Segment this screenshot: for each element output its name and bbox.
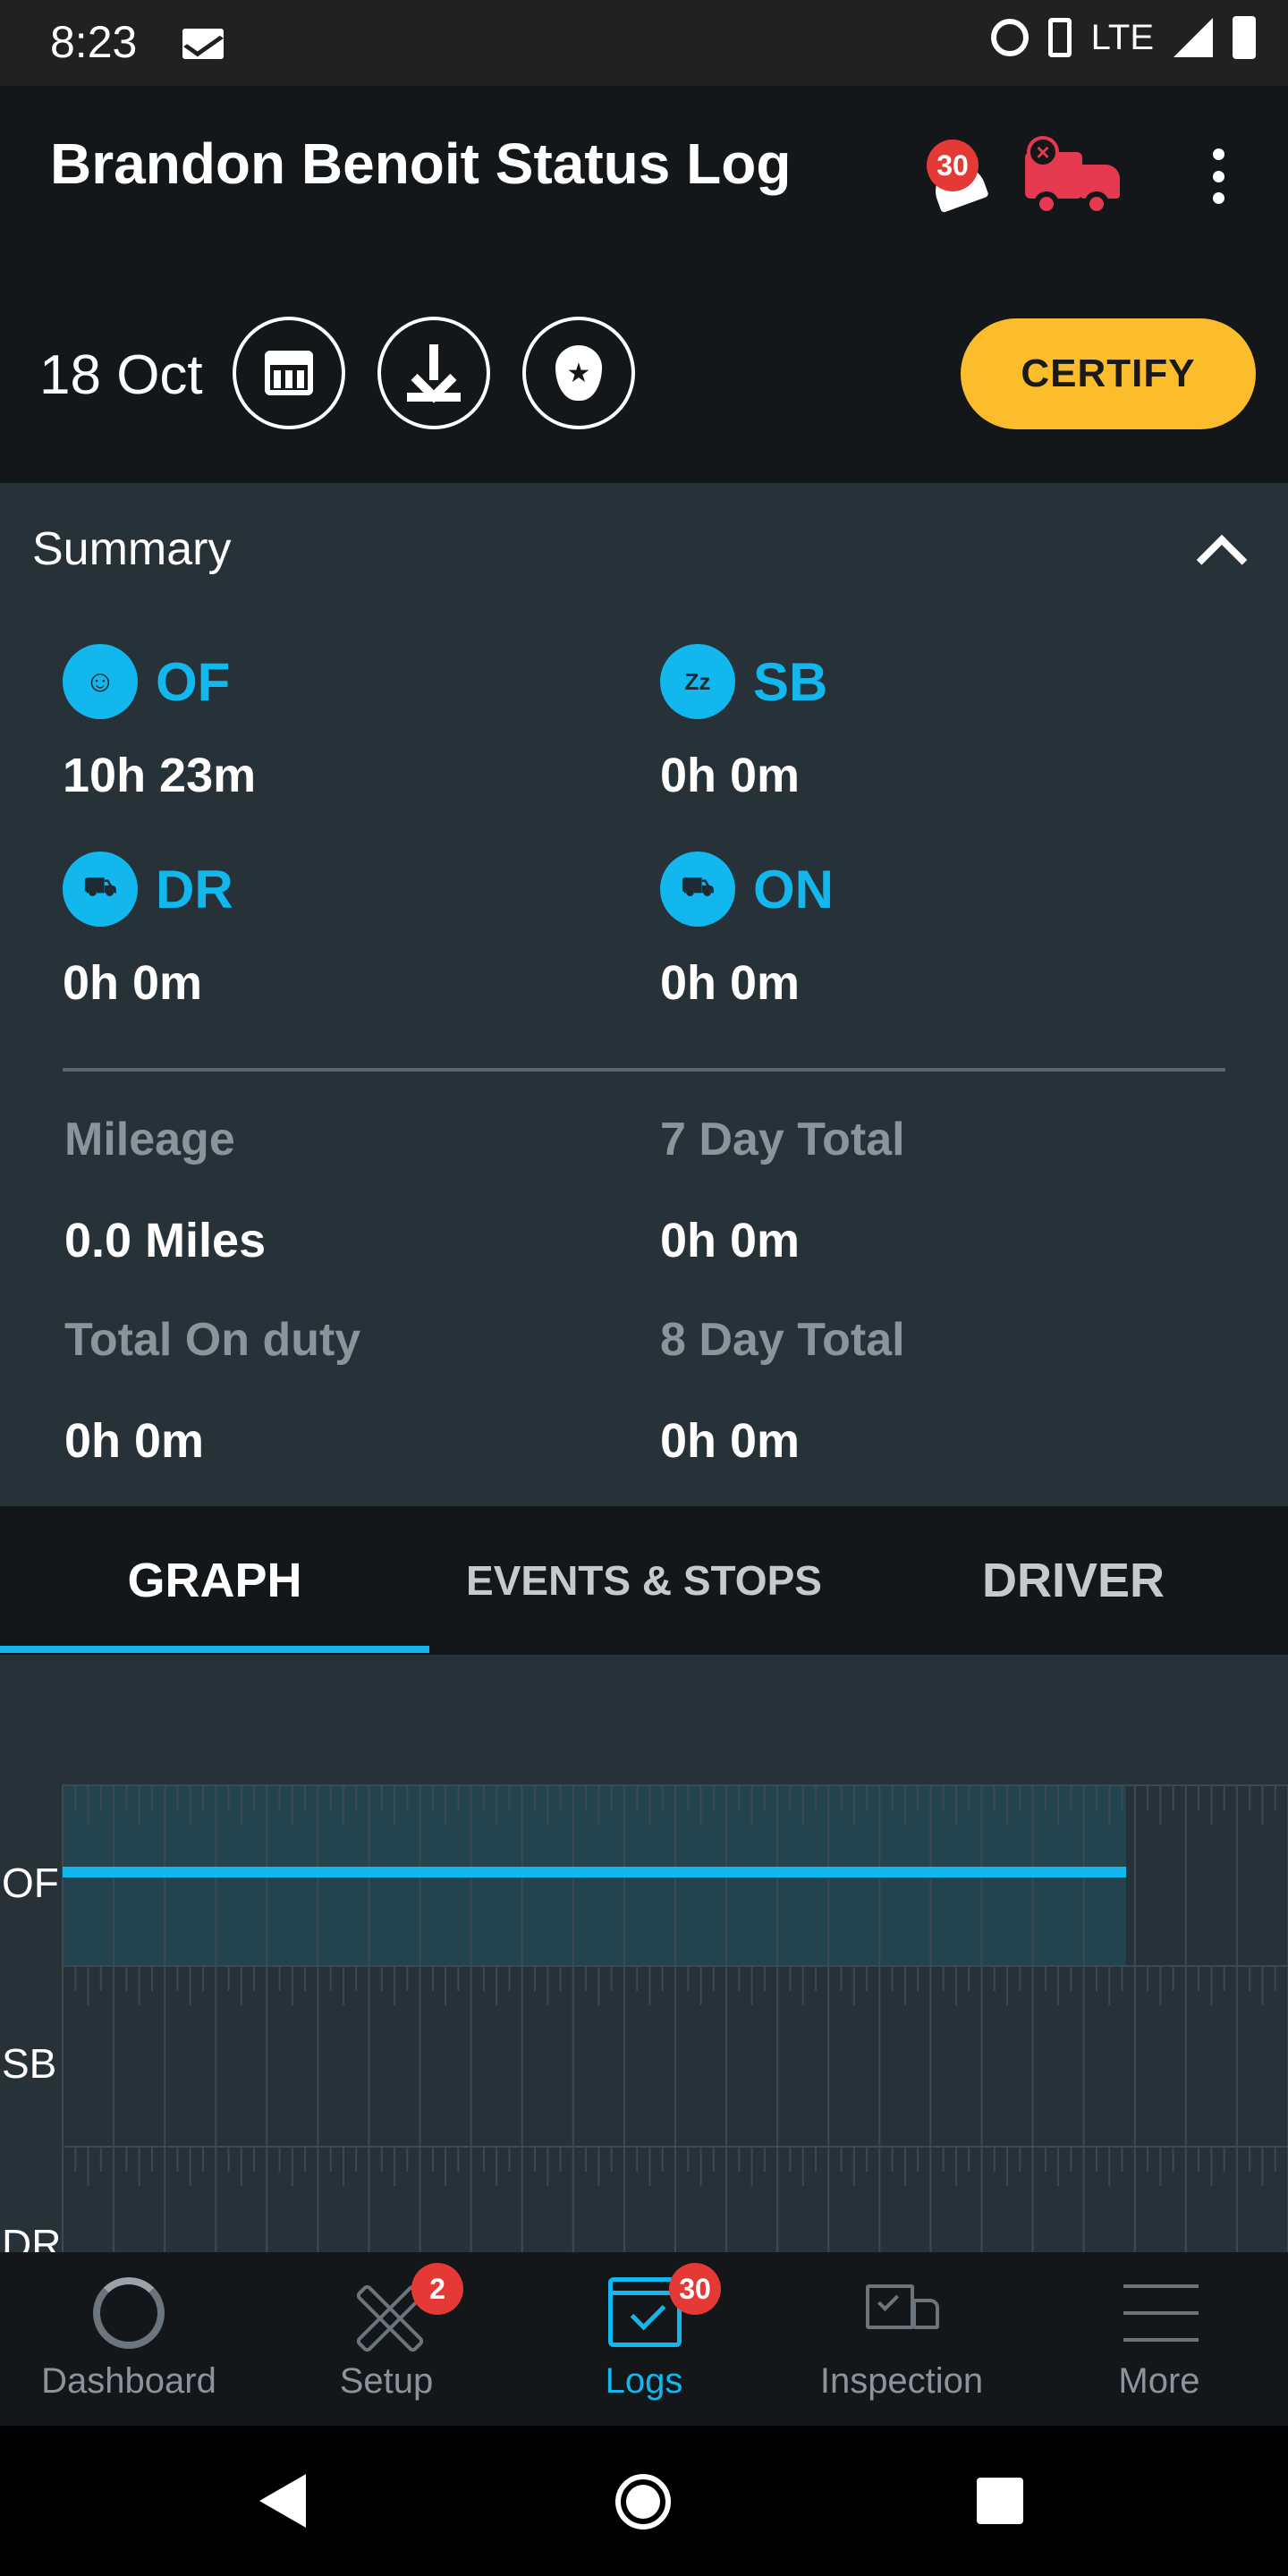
nav-inspection[interactable]: Inspection <box>773 2252 1030 2426</box>
moving-truck-icon: ⛟ <box>63 852 138 927</box>
police-badge-icon: ★ <box>555 345 602 401</box>
nav-label: Dashboard <box>41 2361 216 2401</box>
status-duration: 0h 0m <box>660 956 801 1010</box>
alarm-icon <box>990 19 1029 56</box>
status-duration: 0h 0m <box>63 956 203 1010</box>
duty-status-graph: OF SB DR <box>0 1655 1288 2252</box>
status-driving: ⛟ DR 0h 0m <box>63 852 233 1011</box>
dashboard-ring-icon <box>93 2277 165 2349</box>
mileage-label: Mileage <box>64 1114 235 1165</box>
inspection-truck-icon <box>866 2284 941 2343</box>
summary-divider <box>63 1068 1225 1072</box>
smiley-icon: ☺ <box>63 644 138 719</box>
date-toolbar: 18 Oct ★ CERTIFY <box>0 256 1288 483</box>
nav-label: Inspection <box>819 2361 984 2401</box>
system-navigation-bar <box>0 2426 1288 2576</box>
inspection-mode-button[interactable]: ★ <box>522 317 635 429</box>
active-tab-indicator <box>0 1646 429 1653</box>
home-icon[interactable] <box>615 2474 671 2529</box>
status-on-duty: ⛟ ON 0h 0m <box>660 852 834 1011</box>
log-date[interactable]: 18 Oct <box>39 344 203 406</box>
logs-calendar-icon <box>608 2277 682 2347</box>
nav-more[interactable]: More <box>1030 2252 1288 2426</box>
status-off-duty: ☺ OF 10h 23m <box>63 644 256 803</box>
status-icons: LTE <box>990 16 1256 59</box>
status-sleeper-berth: Zz SB 0h 0m <box>660 644 827 803</box>
sleep-icon: Zz <box>660 644 735 719</box>
nav-setup[interactable]: 2 Setup <box>258 2252 515 2426</box>
status-time: 8:23 <box>50 17 138 67</box>
truck-disconnected-icon[interactable]: × <box>1025 136 1125 216</box>
log-tabs: GRAPH EVENTS & STOPS DRIVER <box>0 1506 1288 1655</box>
seven-day-total-label: 7 Day Total <box>660 1114 905 1165</box>
graph-row-label-sb: SB <box>2 2040 57 2087</box>
download-icon <box>407 344 461 403</box>
eight-day-total-value: 0h 0m <box>660 1414 801 1468</box>
recent-apps-icon[interactable] <box>977 2478 1023 2524</box>
graph-row-label-of: OF <box>2 1860 59 1906</box>
graph-row-label-dr: DR <box>2 2221 62 2252</box>
app-bar: Brandon Benoit Status Log 30 × <box>0 86 1288 256</box>
seven-day-total-value: 0h 0m <box>660 1214 801 1267</box>
summary-title: Summary <box>32 523 232 575</box>
notifications-badge: 30 <box>927 140 979 191</box>
back-icon[interactable] <box>259 2474 306 2528</box>
summary-panel: Summary ☺ OF 10h 23m Zz SB 0h 0m ⛟ DR 0h… <box>0 483 1288 1506</box>
tab-events-stops[interactable]: EVENTS & STOPS <box>466 1557 822 1604</box>
tab-graph[interactable]: GRAPH <box>127 1554 302 1607</box>
nav-label: More <box>1118 2361 1200 2401</box>
calendar-icon <box>265 351 313 395</box>
menu-icon <box>1123 2284 1199 2342</box>
nav-label: Logs <box>605 2361 683 2401</box>
status-code: DR <box>156 859 233 919</box>
vibrate-icon <box>1047 18 1072 57</box>
download-button[interactable] <box>377 317 490 429</box>
setup-badge: 2 <box>411 2263 463 2315</box>
total-on-duty-value: 0h 0m <box>64 1414 205 1468</box>
status-code: OF <box>156 651 231 712</box>
logs-badge: 30 <box>669 2263 721 2315</box>
mileage-value: 0.0 Miles <box>64 1214 267 1267</box>
tab-driver[interactable]: DRIVER <box>981 1554 1165 1607</box>
total-on-duty-label: Total On duty <box>64 1314 361 1366</box>
network-type: LTE <box>1090 17 1154 57</box>
chevron-up-icon[interactable] <box>1196 534 1248 586</box>
nav-dashboard[interactable]: Dashboard <box>0 2252 258 2426</box>
calendar-button[interactable] <box>233 317 345 429</box>
signal-icon <box>1174 18 1213 57</box>
status-duration: 0h 0m <box>660 749 801 802</box>
eight-day-total-label: 8 Day Total <box>660 1314 905 1366</box>
status-code: SB <box>753 651 828 712</box>
mail-icon <box>182 29 224 59</box>
battery-icon <box>1233 16 1256 59</box>
status-code: ON <box>753 859 834 919</box>
truck-icon: ⛟ <box>660 852 735 927</box>
status-bar: 8:23 LTE <box>0 0 1288 86</box>
bottom-navigation: Dashboard 2 Setup 30 Logs Inspection Mor… <box>0 2252 1288 2426</box>
nav-logs[interactable]: 30 Logs <box>515 2252 773 2426</box>
nav-label: Setup <box>339 2361 434 2401</box>
graph-canvas <box>62 1784 1288 2252</box>
page-title: Brandon Benoit Status Log <box>50 131 792 196</box>
notifications-button[interactable]: 30 <box>927 140 998 214</box>
more-vert-icon[interactable] <box>1208 148 1229 204</box>
certify-button[interactable]: CERTIFY <box>961 318 1256 429</box>
status-duration: 10h 23m <box>63 749 257 802</box>
